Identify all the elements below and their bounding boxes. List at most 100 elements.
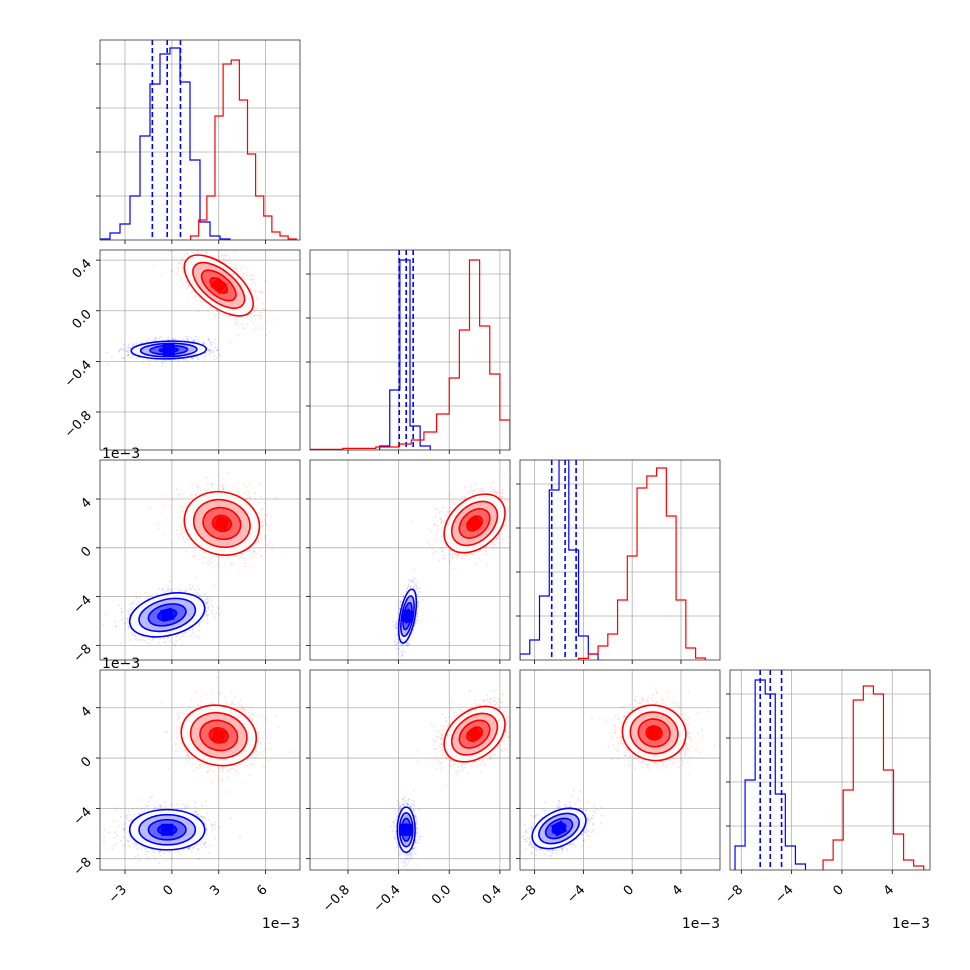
blue-cloud-0-2-point xyxy=(188,587,191,590)
red-cloud-0-2-point xyxy=(261,524,264,527)
red-cloud-0-2-point xyxy=(261,507,263,510)
red-cloud-0-1-point xyxy=(197,310,200,313)
red-cloud-0-1-point xyxy=(237,334,240,337)
red-cloud-0-1-point xyxy=(185,252,188,255)
blue-cloud-0-1-point xyxy=(167,336,170,338)
blue-cloud-0-1-point xyxy=(141,361,144,364)
red-cloud-0-1-point xyxy=(197,295,200,298)
blue-cloud-0-1-point xyxy=(126,349,129,352)
red-cloud-0-1-point xyxy=(225,254,228,256)
red-cloud-0-1-contour-1 xyxy=(192,261,246,310)
red-cloud-0-1-point xyxy=(253,310,256,313)
red-cloud-0-1-point xyxy=(178,253,181,256)
red-cloud-0-1-point xyxy=(187,285,190,288)
red-cloud-0-2-point xyxy=(246,550,249,552)
red-cloud-0-1-point xyxy=(256,314,259,317)
red-histogram-2 xyxy=(577,467,706,660)
blue-cloud-0-1-point xyxy=(123,356,126,359)
red-cloud-0-2-point xyxy=(189,495,192,497)
red-cloud-0-2-point xyxy=(244,565,247,567)
blue-cloud-0-1-point xyxy=(168,338,171,341)
blue-cloud-0-2-point xyxy=(210,612,213,615)
histogram-frame-0 xyxy=(99,39,301,241)
blue-cloud-0-2-point xyxy=(131,607,134,609)
red-cloud-0-1-point xyxy=(245,323,248,325)
red-cloud-0-2-point xyxy=(193,555,196,558)
blue-cloud-0-1-point xyxy=(211,352,214,354)
blue-cloud-0-2-point xyxy=(191,585,194,588)
blue-cloud-0-1-point xyxy=(139,342,142,345)
red-cloud-0-1-point xyxy=(234,318,237,321)
red-cloud-0-2-point xyxy=(185,550,188,553)
red-cloud-0-1-point xyxy=(194,296,197,298)
red-cloud-0-2-point xyxy=(260,515,263,517)
red-cloud-0-1-point xyxy=(226,315,228,318)
red-cloud-0-2-point xyxy=(197,485,200,488)
red-cloud-0-1-contour-0 xyxy=(183,254,254,317)
blue-cloud-0-1-point xyxy=(124,350,127,352)
red-cloud-0-2-point xyxy=(244,557,247,560)
red-cloud-0-1-point xyxy=(246,316,249,319)
red-cloud-0-2-point xyxy=(183,492,185,495)
red-cloud-0-1-point xyxy=(234,263,237,266)
red-cloud-0-1-point xyxy=(240,268,243,270)
red-cloud-0-2-point xyxy=(261,520,263,523)
blue-cloud-0-1-point xyxy=(196,356,199,358)
red-cloud-0-2-point xyxy=(208,563,211,566)
red-cloud-0-2-point xyxy=(257,538,260,541)
red-cloud-0-2-point xyxy=(191,545,194,547)
histogram-panel-0 xyxy=(96,39,301,244)
blue-cloud-0-1-point xyxy=(216,349,219,352)
red-cloud-0-1-point xyxy=(170,270,173,272)
red-cloud-0-2-point xyxy=(158,527,161,529)
red-cloud-0-1-point xyxy=(183,254,186,256)
red-cloud-0-1-point xyxy=(190,291,193,293)
red-cloud-0-1-point xyxy=(225,255,228,257)
red-cloud-0-1-point xyxy=(213,256,216,258)
red-cloud-0-2-point xyxy=(213,559,216,562)
blue-cloud-0-1-point xyxy=(187,335,189,338)
red-cloud-0-2-point xyxy=(265,543,267,546)
red-cloud-0-2-point xyxy=(186,538,189,540)
red-cloud-0-2-point xyxy=(268,524,271,527)
red-cloud-0-2-point xyxy=(244,562,247,564)
red-histogram-0 xyxy=(190,59,297,240)
blue-cloud-0-2-point xyxy=(181,635,184,637)
red-cloud-0-1-point xyxy=(204,246,206,248)
red-cloud-0-2-point xyxy=(242,553,244,555)
blue-cloud-0-1-point xyxy=(131,355,134,358)
red-cloud-0-2-point xyxy=(208,560,211,563)
red-cloud-0-2-point xyxy=(216,564,219,566)
red-cloud-0-1-point xyxy=(242,272,245,275)
blue-cloud-0-1-point xyxy=(140,341,143,344)
red-cloud-0-2-point xyxy=(184,503,187,506)
red-cloud-0-1-point xyxy=(274,319,277,321)
blue-cloud-0-1-point xyxy=(122,357,125,360)
red-cloud-0-1-point xyxy=(180,277,182,280)
red-cloud-0-2-point xyxy=(149,507,151,510)
y-tick-label: −0.8 xyxy=(62,408,95,441)
red-cloud-0-1-point xyxy=(196,300,198,303)
red-cloud-0-2-point xyxy=(206,561,208,564)
red-cloud-0-2-point xyxy=(203,556,206,559)
red-cloud-0-2-point xyxy=(179,532,182,535)
red-cloud-0-2-point xyxy=(226,485,229,487)
blue-cloud-0-2-point xyxy=(130,632,133,635)
red-cloud-0-2-point xyxy=(225,557,228,560)
red-cloud-0-2-point xyxy=(247,491,250,494)
blue-cloud-0-2-point xyxy=(188,629,190,632)
blue-cloud-0-1-point xyxy=(161,339,164,341)
red-cloud-0-2-point xyxy=(284,555,287,558)
blue-cloud-0-1-point xyxy=(209,351,212,354)
red-cloud-0-1-point xyxy=(245,274,248,276)
red-cloud-0-1-point xyxy=(253,314,256,317)
blue-cloud-0-2-point xyxy=(166,589,169,592)
red-cloud-0-2-point xyxy=(269,541,272,543)
red-cloud-0-1-point xyxy=(248,314,251,316)
blue-cloud-0-1-point xyxy=(208,353,211,356)
red-cloud-0-2-point xyxy=(170,541,173,544)
red-cloud-0-1-point xyxy=(232,267,235,269)
red-cloud-0-1-point xyxy=(187,297,190,299)
blue-cloud-0-2-point xyxy=(182,633,184,636)
blue-cloud-0-1-point xyxy=(174,338,177,340)
